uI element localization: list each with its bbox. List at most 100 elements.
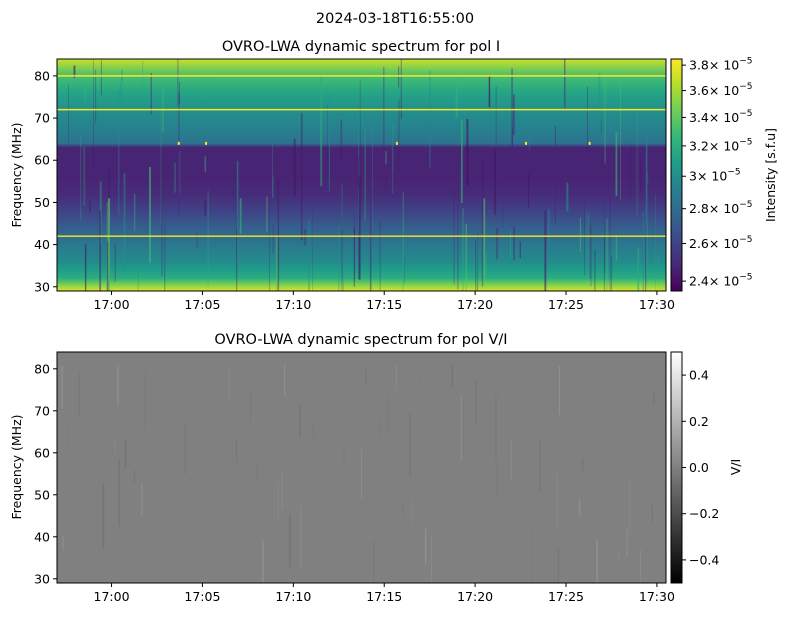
- vi-streak: [277, 481, 279, 522]
- spectral-streak: [385, 151, 387, 165]
- vi-streak: [581, 458, 584, 473]
- spectral-streak: [510, 230, 511, 259]
- spectral-streak: [513, 226, 515, 261]
- spectral-streak: [466, 118, 469, 186]
- spectral-streak: [80, 135, 82, 220]
- spectral-streak: [383, 66, 385, 190]
- x-tick-label: 17:30: [639, 589, 675, 604]
- spectral-streak: [529, 132, 531, 151]
- vi-streak: [387, 393, 389, 434]
- spectral-streak: [236, 160, 239, 263]
- spectral-streak: [604, 193, 606, 274]
- panel-pol-i: OVRO-LWA dynamic spectrum for pol I 30 40…: [9, 39, 778, 312]
- vi-streak: [61, 365, 63, 409]
- spectral-streak: [236, 227, 238, 291]
- vi-streak: [596, 539, 599, 583]
- spectral-streak: [604, 77, 606, 164]
- colorbar-pol-i: [670, 58, 683, 292]
- spectral-streak: [598, 73, 601, 131]
- spectral-streak: [392, 170, 395, 192]
- spectral-streak: [358, 104, 360, 235]
- vi-streak: [228, 365, 230, 400]
- x-tick-label: 17:00: [94, 589, 130, 604]
- vi-streak: [343, 447, 345, 469]
- spectral-streak: [603, 238, 605, 291]
- vi-streak: [578, 498, 581, 516]
- panel-pol-vi: OVRO-LWA dynamic spectrum for pol V/I 30…: [9, 332, 743, 604]
- vi-streak: [184, 425, 187, 474]
- spectral-streak: [84, 244, 87, 291]
- y-tick-label: 30: [34, 571, 50, 586]
- spectral-streak: [150, 72, 153, 115]
- y-tick-label: 80: [34, 361, 50, 376]
- x-tick-label: 17:20: [457, 297, 493, 312]
- spectral-streak: [276, 237, 278, 291]
- vi-streak: [496, 461, 498, 497]
- y-tick-label: 40: [34, 529, 50, 544]
- spectral-streak: [640, 157, 642, 192]
- spectral-streak: [594, 249, 596, 291]
- spectral-streak: [177, 59, 179, 106]
- vi-streak: [451, 364, 454, 388]
- spectral-streak: [277, 178, 280, 291]
- spectrogram-background-pol-vi: [57, 352, 666, 583]
- spectral-streak: [300, 112, 303, 241]
- chart-title-pol-vi: OVRO-LWA dynamic spectrum for pol V/I: [214, 332, 507, 348]
- y-tick-label: 30: [34, 279, 50, 294]
- spectral-streak: [179, 82, 180, 105]
- spectral-streak: [511, 126, 513, 161]
- vi-streak: [299, 403, 301, 438]
- spectral-streak: [312, 207, 313, 291]
- y-tick-label: 80: [34, 68, 50, 83]
- colorbar-tick-label: 3.2× 10−5: [689, 137, 753, 153]
- spectral-streak: [637, 247, 640, 291]
- vi-streak: [409, 413, 411, 477]
- spectral-streak: [512, 94, 515, 135]
- spectral-streak: [364, 127, 366, 222]
- spectral-streak: [610, 256, 613, 291]
- x-tick-label: 17:15: [366, 589, 402, 604]
- spectral-streak: [328, 93, 330, 192]
- vi-streak: [144, 372, 146, 430]
- vi-streak: [651, 505, 653, 522]
- spectral-streak: [95, 69, 97, 123]
- spectral-streak: [123, 172, 126, 272]
- vi-streak: [639, 549, 641, 583]
- spectral-streak: [164, 225, 166, 291]
- spectral-streak: [477, 230, 479, 291]
- spectral-streak: [658, 253, 659, 291]
- spectral-streak: [511, 68, 513, 161]
- spectral-streak: [174, 162, 176, 193]
- spectral-streak: [84, 81, 87, 102]
- x-tick-label: 17:10: [275, 297, 311, 312]
- spectral-streak: [118, 90, 120, 215]
- spectral-streak: [494, 148, 496, 215]
- spectral-streak: [645, 234, 647, 291]
- spectral-streak: [272, 144, 273, 199]
- spectral-streak: [528, 173, 530, 209]
- vi-streak: [556, 474, 558, 528]
- spectral-streak: [398, 66, 400, 88]
- vi-streak: [281, 473, 283, 509]
- y-tick-label: 60: [34, 445, 50, 460]
- spectral-streak: [207, 190, 209, 288]
- vi-streak: [402, 503, 404, 516]
- spectral-streak: [563, 59, 566, 108]
- vi-streak: [256, 461, 258, 479]
- spectral-streak: [475, 239, 477, 291]
- spectral-streak: [304, 229, 306, 246]
- spectral-streak: [196, 232, 198, 249]
- spectral-streak: [609, 197, 611, 291]
- vi-streak: [539, 439, 541, 493]
- vi-streak: [284, 364, 286, 397]
- colorbar-tick-label: −0.2: [689, 506, 719, 521]
- vi-streak: [118, 459, 120, 527]
- vi-streak: [626, 527, 628, 556]
- vi-streak: [532, 529, 534, 583]
- spectral-streak: [106, 241, 109, 291]
- spectral-streak: [646, 221, 648, 284]
- spectral-streak: [100, 60, 102, 96]
- spectral-streak: [160, 102, 162, 226]
- colorbar-tick-label: 0.2: [689, 414, 709, 429]
- colorbar-tick-label: 3× 10−5: [689, 168, 741, 184]
